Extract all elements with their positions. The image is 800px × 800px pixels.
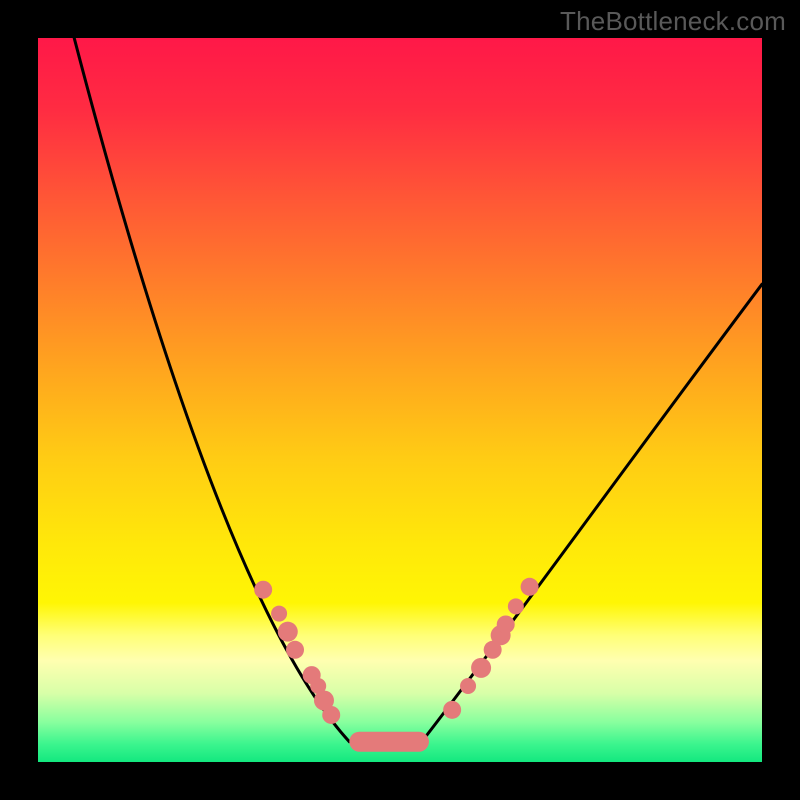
marker-dot — [443, 701, 461, 719]
valley-line — [74, 38, 762, 742]
marker-dot — [286, 641, 304, 659]
marker-dot — [271, 606, 287, 622]
plot-frame — [38, 38, 762, 762]
curve-markers — [254, 578, 538, 752]
marker-dot — [508, 598, 524, 614]
marker-dot — [322, 706, 340, 724]
watermark-text: TheBottleneck.com — [560, 6, 786, 37]
chart-stage: TheBottleneck.com — [0, 0, 800, 800]
bottleneck-curve — [38, 38, 762, 762]
marker-dot — [460, 678, 476, 694]
marker-dot — [497, 615, 515, 633]
marker-dot — [278, 622, 298, 642]
marker-dot — [471, 658, 491, 678]
marker-dot — [254, 581, 272, 599]
marker-bottom-bar — [349, 732, 429, 752]
marker-dot — [521, 578, 539, 596]
